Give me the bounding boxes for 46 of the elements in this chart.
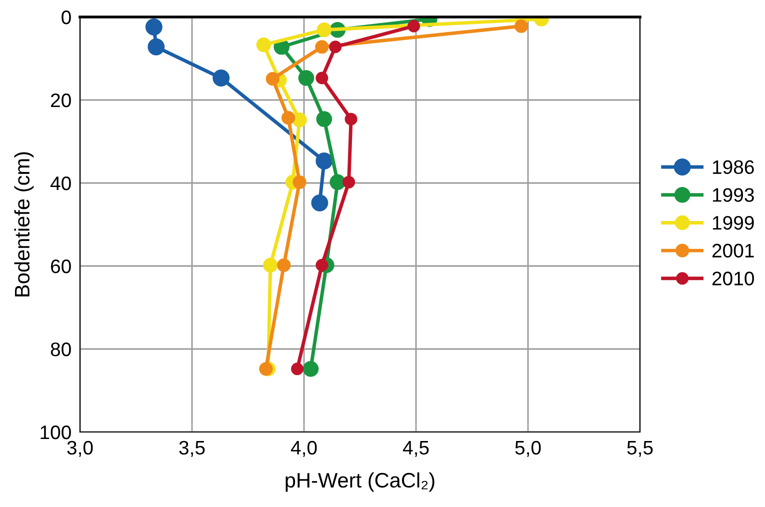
x-tick-label: 3,0 [67,440,93,457]
legend-label: 2001 [712,244,754,258]
point [514,19,528,33]
point [212,70,230,86]
point [292,175,306,189]
point [277,258,291,272]
y-tick-label: 100 [40,425,71,440]
point [311,194,328,212]
point [291,362,304,376]
x-tick-label: 4,0 [290,440,317,457]
point [282,111,296,125]
point [266,72,280,86]
point [259,362,273,376]
point [292,112,307,128]
point [408,20,420,32]
point [316,22,332,38]
y-axis-title: Bodentiefe (cm) [14,152,34,296]
x-tick-label: 5,5 [627,441,653,457]
y-tick-label: 60 [51,259,71,274]
point [342,176,356,188]
legend-label: 1986 [712,160,754,174]
y-tick-label: 80 [50,342,71,356]
point [148,38,165,56]
point [316,152,333,170]
x-tick-label: 4,5 [402,441,429,457]
x-tick-label: 3,5 [179,440,205,457]
y-tick-label: 20 [51,93,71,108]
point [316,72,328,84]
legend-label: 1993 [712,188,754,202]
point [329,40,342,54]
point [330,174,346,190]
x-tick-label: 5,0 [515,440,541,457]
y-tick-label: 40 [50,176,71,190]
point [145,18,162,36]
point [316,111,332,128]
point [263,258,278,273]
x-axis-title: pH-Wert (CaCl₂) [286,472,434,492]
legend-label: 2010 [712,272,754,286]
point [344,112,358,126]
point [316,258,328,272]
point [256,37,272,52]
legend-label: 1999 [712,216,754,230]
point [315,40,329,54]
point [298,70,314,86]
y-tick-label: 0 [62,10,71,24]
point [302,361,319,377]
